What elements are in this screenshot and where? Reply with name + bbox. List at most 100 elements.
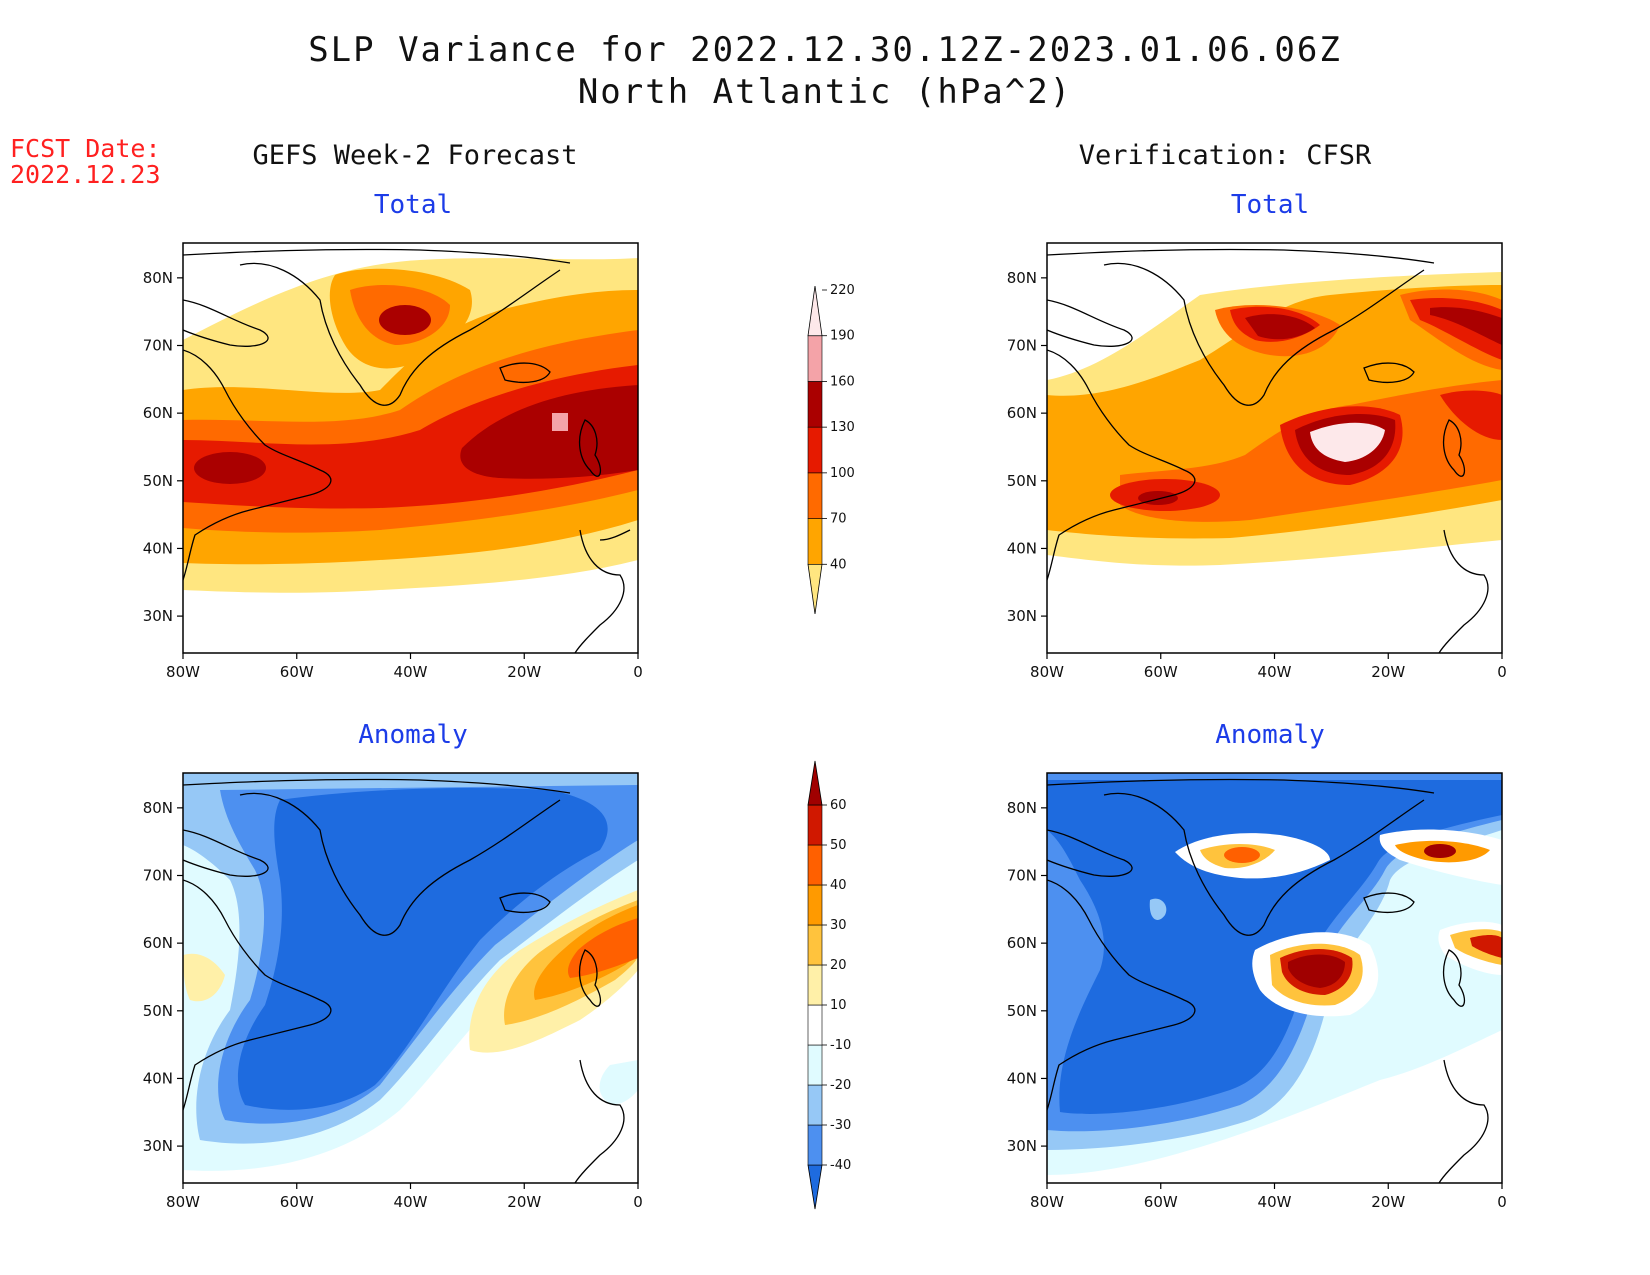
colorbar-swatch <box>807 335 823 382</box>
lat-label: 50N <box>1007 472 1037 490</box>
colorbar-level-label: 40 <box>830 557 847 572</box>
colorbar-swatch <box>807 1124 823 1166</box>
lat-label: 30N <box>143 607 173 625</box>
colorbar-swatch <box>807 285 823 337</box>
fcst-date-label: FCST Date: <box>10 134 161 163</box>
lat-label: 30N <box>1007 607 1037 625</box>
colorbar-swatch <box>807 844 823 886</box>
forecast-anomaly-map <box>183 773 638 1183</box>
lat-label: 40N <box>143 539 173 557</box>
colorbar-swatch <box>807 1164 823 1210</box>
main-subtitle: North Atlantic (hPa^2) <box>577 72 1073 112</box>
lon-label: 60W <box>280 663 314 681</box>
verification-total-title: Total <box>1230 190 1310 220</box>
lon-label: 40W <box>1258 1193 1292 1211</box>
lat-label: 40N <box>143 1069 173 1087</box>
forecast-total-title: Total <box>373 190 453 220</box>
colorbar-swatch <box>807 563 823 615</box>
coastlines <box>183 778 625 1183</box>
colorbar-level-label: 20 <box>830 958 847 973</box>
colorbar-level-label: -20 <box>830 1078 851 1093</box>
colorbar-swatch <box>807 426 823 474</box>
verification-anomaly-title: Anomaly <box>1215 720 1325 750</box>
colorbar-swatch <box>807 1084 823 1126</box>
colorbar-level-label: 10 <box>830 998 847 1013</box>
main-title: SLP Variance for 2022.12.30.12Z-2023.01.… <box>308 30 1342 70</box>
lat-label: 60N <box>1007 404 1037 422</box>
colorbar-level-label: 190 <box>830 329 855 344</box>
colorbar-level-label: -10 <box>830 1038 851 1053</box>
lat-label: 30N <box>143 1137 173 1155</box>
lat-label: 60N <box>143 934 173 952</box>
verification-total-map <box>1047 243 1502 653</box>
lat-label: 70N <box>143 867 173 885</box>
colorbar-swatch <box>807 804 823 846</box>
coastlines <box>1047 778 1489 1183</box>
lon-label: 20W <box>1371 1193 1405 1211</box>
colorbar-swatch <box>807 381 823 428</box>
colorbar-swatch <box>807 472 823 519</box>
lon-label: 20W <box>507 663 541 681</box>
lat-label: 50N <box>143 1002 173 1020</box>
lon-label: 80W <box>1030 663 1064 681</box>
lon-label: 80W <box>166 663 200 681</box>
lon-label: 40W <box>394 1193 428 1211</box>
colorbar-swatch <box>807 760 823 806</box>
colorbar-swatch <box>807 1004 823 1046</box>
lat-label: 40N <box>1007 539 1037 557</box>
lon-label: 0 <box>1497 663 1507 681</box>
colorbar-anomaly: -40 -30 -20 -10 10 20 30 40 50 60 <box>807 760 851 1210</box>
coastlines <box>183 248 631 653</box>
lat-label: 80N <box>143 799 173 817</box>
colorbar-level-label: -30 <box>830 1118 851 1133</box>
colorbar-total: 40 70 100 130 160 190 220 <box>807 283 855 615</box>
lon-label: 0 <box>1497 1193 1507 1211</box>
lat-label: 50N <box>143 472 173 490</box>
fcst-date-value: 2022.12.23 <box>10 160 161 189</box>
colorbar-level-label: 70 <box>830 512 847 527</box>
forecast-total-map <box>183 243 638 653</box>
lon-label: 60W <box>1144 1193 1178 1211</box>
colorbar-swatch <box>807 884 823 926</box>
colorbar-level-label: 30 <box>830 918 847 933</box>
lon-label: 0 <box>633 1193 643 1211</box>
colorbar-swatch <box>807 964 823 1006</box>
lat-label: 70N <box>1007 337 1037 355</box>
colorbar-level-label: 100 <box>830 466 855 481</box>
colorbar-swatch <box>807 1044 823 1086</box>
colorbar-level-label: 50 <box>830 838 847 853</box>
lon-label: 20W <box>507 1193 541 1211</box>
lat-label: 80N <box>1007 799 1037 817</box>
lon-label: 20W <box>1371 663 1405 681</box>
lat-label: 40N <box>1007 1069 1037 1087</box>
lon-label: 60W <box>280 1193 314 1211</box>
lon-label: 80W <box>166 1193 200 1211</box>
colorbar-swatch <box>807 518 823 565</box>
lat-label: 30N <box>1007 1137 1037 1155</box>
colorbar-level-label: 220 <box>830 283 855 298</box>
colorbar-level-label: 130 <box>830 420 855 435</box>
colorbar-level-label: -40 <box>830 1158 851 1173</box>
forecast-anomaly-title: Anomaly <box>358 720 468 750</box>
lat-label: 80N <box>1007 269 1037 287</box>
lon-label: 80W <box>1030 1193 1064 1211</box>
lat-label: 80N <box>143 269 173 287</box>
lat-label: 60N <box>1007 934 1037 952</box>
lat-label: 70N <box>1007 867 1037 885</box>
forecast-header: GEFS Week-2 Forecast <box>252 140 578 171</box>
lat-label: 60N <box>143 404 173 422</box>
colorbar-level-label: 40 <box>830 878 847 893</box>
lon-label: 40W <box>1258 663 1292 681</box>
verification-header: Verification: CFSR <box>1078 140 1372 171</box>
colorbar-swatch <box>807 924 823 966</box>
lon-label: 40W <box>394 663 428 681</box>
lon-label: 0 <box>633 663 643 681</box>
colorbar-level-label: 160 <box>830 374 855 389</box>
lat-label: 50N <box>1007 1002 1037 1020</box>
colorbar-level-label: 60 <box>830 798 847 813</box>
lat-label: 70N <box>143 337 173 355</box>
verification-anomaly-map <box>1047 773 1502 1183</box>
lon-label: 60W <box>1144 663 1178 681</box>
coastlines <box>1047 248 1489 653</box>
